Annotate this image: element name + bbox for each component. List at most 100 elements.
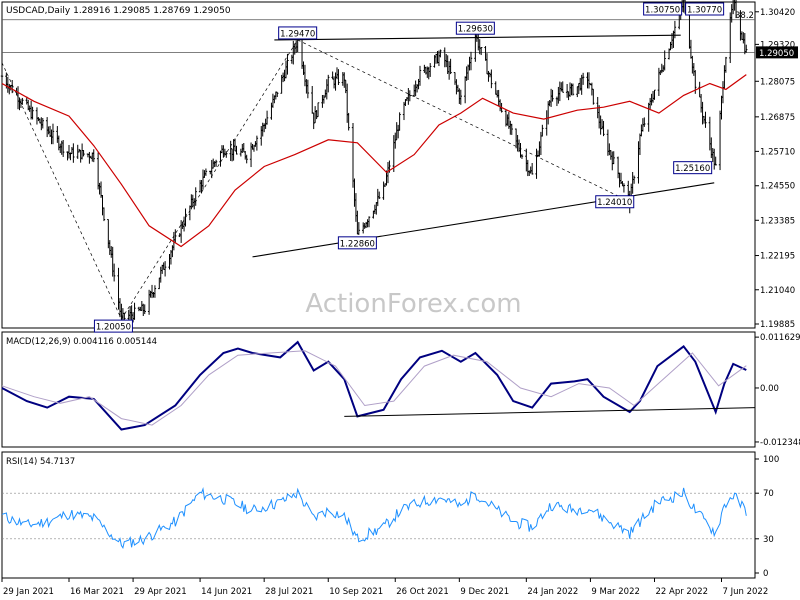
price-bar (427, 66, 430, 80)
price-bar (487, 70, 490, 82)
pane-frame-1 (1, 331, 756, 448)
price-bar (720, 95, 723, 120)
price-bar (47, 126, 50, 135)
price-bar (184, 208, 187, 227)
macd-series-macd (1, 340, 747, 431)
price-annotation: 1.24010 (595, 195, 635, 209)
price-bar (96, 152, 100, 190)
price-bar (82, 149, 85, 157)
price-bar (509, 120, 512, 135)
price-bar (245, 154, 248, 164)
price-bar (398, 112, 401, 131)
price-bar (31, 106, 34, 120)
price-bar (188, 205, 192, 221)
price-bar (249, 142, 253, 168)
price-bar (261, 122, 264, 137)
price-annotation: 1.22860 (337, 236, 377, 250)
price-annotation-label: 1.25160 (675, 164, 710, 174)
price-bar (35, 107, 39, 125)
price-bar (538, 141, 541, 157)
date-tick-label: 16 Mar 2021 (70, 587, 124, 597)
price-bar (510, 123, 513, 135)
price-bar (443, 47, 446, 68)
price-bar (731, 0, 734, 15)
price-annotation-box (337, 236, 377, 250)
price-bar (701, 101, 704, 125)
price-bar (576, 86, 579, 98)
price-bar (29, 100, 33, 120)
price-bar (408, 90, 412, 102)
price-bar (689, 39, 693, 59)
price-bar (743, 33, 747, 55)
price-bar (147, 289, 151, 315)
price-annotation: 1.30770 (685, 2, 725, 16)
price-bar (327, 74, 330, 93)
date-tick-label: 7 Jun 2022 (723, 587, 769, 597)
price-bar (637, 141, 640, 184)
price-bar (107, 219, 110, 249)
price-bar (723, 65, 726, 89)
macd-tick-label: 0.011629 (760, 333, 800, 343)
price-tick-label: 1.23385 (760, 216, 795, 226)
ohlc-value: 1.28916 (70, 6, 110, 16)
price-bar (102, 207, 106, 222)
price-bar (204, 168, 208, 176)
rsi-series-line (1, 487, 747, 550)
price-bar (322, 94, 326, 104)
price-bar (179, 220, 183, 243)
price-annotation-label: 1.30770 (687, 6, 722, 16)
price-bar (61, 140, 65, 157)
price-bar (535, 148, 538, 179)
price-bar (174, 229, 177, 244)
trendline-dashed (1, 62, 122, 320)
price-bar (463, 76, 467, 104)
price-bar (66, 151, 69, 161)
current-price-tag (756, 46, 798, 59)
price-bar (418, 65, 422, 86)
price-bar (353, 178, 356, 207)
price-bar (92, 149, 95, 163)
price-bar (479, 47, 483, 56)
price-bar (150, 284, 154, 299)
price-bar (669, 41, 672, 51)
price-bar (445, 53, 448, 68)
price-bar (325, 79, 328, 100)
price-bar (230, 148, 234, 162)
ohlc-value: 1.28769 (150, 6, 190, 16)
price-bar (331, 71, 334, 80)
price-bar (143, 304, 146, 315)
price-bar (111, 246, 114, 277)
price-bar (414, 80, 417, 97)
pane-frame-2 (1, 451, 756, 579)
price-bar (718, 110, 722, 171)
price-bar (439, 49, 442, 58)
price-bar (270, 102, 273, 120)
price-bar (152, 292, 155, 298)
price-bar (606, 129, 610, 156)
price-bar (612, 151, 615, 165)
price-bar (214, 159, 218, 167)
price-bar (577, 82, 580, 95)
price-bar (560, 82, 563, 92)
price-bar (242, 142, 245, 153)
price-bar (699, 93, 703, 113)
price-bar (332, 76, 336, 89)
price-bar (587, 72, 591, 89)
price-bar (375, 202, 378, 215)
price-bar (638, 133, 642, 155)
price-bar (541, 124, 544, 137)
watermark: ActionForex.com (305, 289, 521, 319)
price-bar (239, 148, 243, 157)
price-bar (691, 55, 694, 74)
price-bar (57, 135, 61, 151)
price-bar (88, 151, 91, 164)
price-tick-label: 1.21040 (760, 286, 795, 296)
price-bar (484, 46, 487, 61)
price-bar (528, 170, 531, 176)
price-bars (0, 0, 748, 327)
price-annotation-box (643, 2, 683, 16)
price-bar (108, 240, 111, 255)
price-bar (434, 53, 438, 64)
price-bar (158, 277, 161, 290)
